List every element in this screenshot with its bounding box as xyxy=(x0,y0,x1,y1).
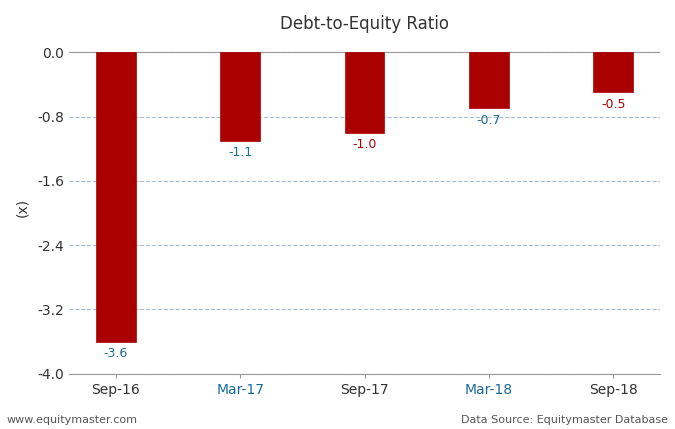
Text: www.equitymaster.com: www.equitymaster.com xyxy=(7,415,138,425)
Y-axis label: (x): (x) xyxy=(15,197,29,217)
Bar xyxy=(345,52,385,133)
Bar xyxy=(469,52,509,109)
Title: Debt-to-Equity Ratio: Debt-to-Equity Ratio xyxy=(280,15,449,33)
Text: -0.5: -0.5 xyxy=(601,98,626,111)
Text: -1.1: -1.1 xyxy=(228,146,252,159)
Bar xyxy=(220,52,260,141)
Text: -3.6: -3.6 xyxy=(104,347,128,360)
Bar xyxy=(593,52,633,92)
Text: Data Source: Equitymaster Database: Data Source: Equitymaster Database xyxy=(461,415,668,425)
Text: -0.7: -0.7 xyxy=(477,114,501,127)
Bar xyxy=(96,52,136,341)
Text: -1.0: -1.0 xyxy=(352,138,377,151)
